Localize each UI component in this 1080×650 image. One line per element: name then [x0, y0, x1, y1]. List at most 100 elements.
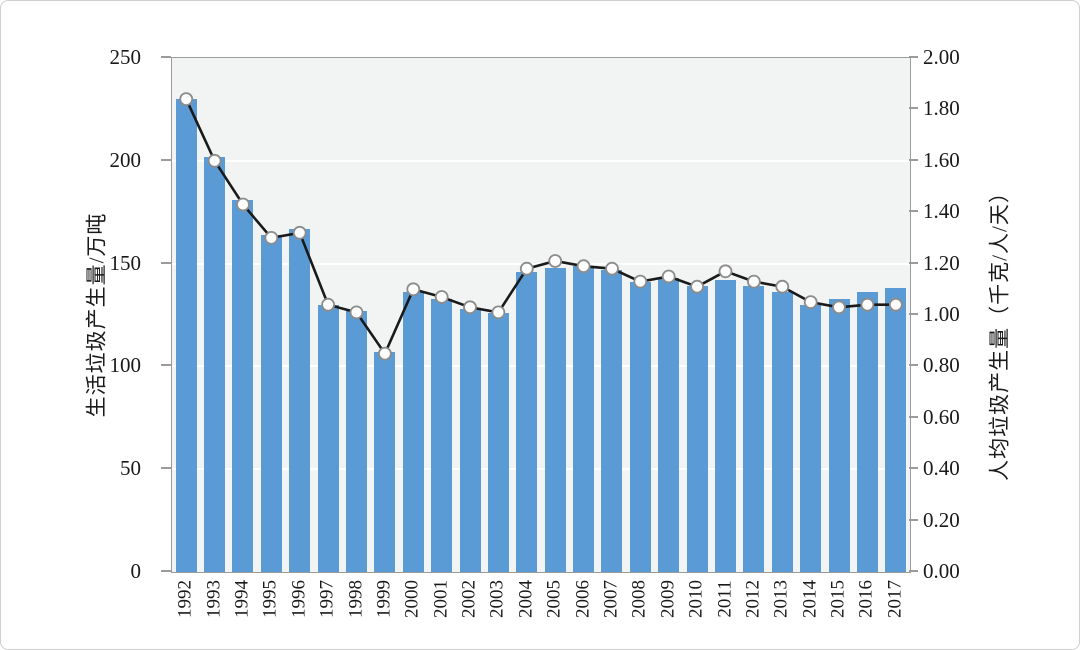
x-tick-label-1993: 1993: [203, 580, 225, 618]
right-tick-label-1.60: 1.60: [923, 147, 960, 172]
left-tick-mark-250: [161, 56, 171, 58]
marker-2006: [576, 259, 591, 274]
bar-2003: [487, 312, 509, 572]
right-tick-mark-2.00: [909, 56, 918, 58]
bar-2013: [771, 292, 793, 572]
bar-2014: [800, 304, 822, 572]
marker-2015: [832, 300, 846, 315]
left-tick-label-50: 50: [120, 456, 141, 481]
marker-1992: [179, 92, 194, 106]
x-tick-label-1997: 1997: [316, 580, 338, 618]
x-tick-label-2003: 2003: [486, 580, 508, 618]
x-tick-label-1992: 1992: [174, 580, 196, 618]
marker-2003: [491, 305, 506, 320]
left-tick-label-100: 100: [109, 353, 142, 378]
bar-2002: [459, 308, 481, 572]
left-tick-label-0: 0: [130, 559, 142, 583]
marker-2010: [690, 279, 704, 294]
left-tick-mark-50: [161, 467, 171, 470]
gridline-100: [172, 365, 910, 368]
x-tick-label-1998: 1998: [345, 580, 366, 618]
plot-area: [171, 57, 911, 573]
gridline-50: [172, 468, 910, 471]
x-tick-label-1995: 1995: [259, 580, 281, 618]
right-tick-mark-0.80: [909, 364, 918, 367]
left-tick-label-250: 250: [109, 45, 142, 69]
marker-2013: [775, 279, 790, 294]
bar-2006: [573, 265, 595, 572]
line-path: [185, 98, 896, 357]
marker-2011: [718, 264, 733, 279]
right-tick-label-0.00: 0.00: [923, 559, 960, 583]
marker-1995: [264, 230, 279, 245]
x-tick-label-2004: 2004: [515, 580, 537, 618]
right-tick-label-1.20: 1.20: [923, 250, 960, 275]
marker-2008: [633, 274, 648, 289]
right-tick-label-0.40: 0.40: [923, 456, 960, 481]
bar-2011: [715, 280, 736, 572]
right-tick-label-1.80: 1.80: [923, 96, 960, 121]
bar-2007: [601, 269, 623, 572]
right-tick-label-0.80: 0.80: [923, 353, 960, 378]
x-tick-label-2014: 2014: [799, 580, 821, 618]
bar-2001: [431, 298, 453, 572]
x-tick-label-2011: 2011: [714, 580, 735, 618]
bar-1995: [260, 234, 282, 572]
marker-2017: [888, 297, 903, 312]
x-tick-label-2000: 2000: [401, 580, 423, 618]
bar-1998: [346, 310, 367, 572]
x-tick-label-1999: 1999: [373, 580, 395, 618]
x-tick-label-2001: 2001: [430, 580, 452, 618]
bar-1997: [317, 304, 339, 572]
marker-2000: [406, 282, 421, 297]
marker-2005: [548, 254, 563, 268]
right-tick-label-1.40: 1.40: [923, 199, 960, 224]
right-tick-mark-0.60: [909, 415, 918, 418]
marker-2001: [434, 290, 449, 304]
bar-1996: [289, 228, 311, 572]
bar-1994: [232, 199, 254, 572]
right-tick-mark-0.40: [909, 467, 918, 470]
bar-2016: [856, 292, 878, 572]
x-tick-label-2012: 2012: [742, 580, 764, 618]
bar-2009: [658, 277, 680, 572]
right-tick-mark-1.20: [909, 261, 918, 264]
bar-2012: [743, 286, 765, 572]
marker-2007: [605, 261, 619, 276]
right-tick-label-0.60: 0.60: [923, 404, 960, 429]
marker-1994: [236, 197, 250, 212]
x-tick-label-2010: 2010: [685, 580, 707, 618]
right-tick-mark-1.80: [909, 107, 918, 110]
marker-2004: [519, 261, 534, 276]
x-tick-label-2006: 2006: [572, 580, 594, 618]
right-tick-mark-0.20: [909, 518, 918, 521]
bar-2004: [516, 271, 538, 572]
left-tick-mark-0: [161, 570, 171, 572]
marker-1993: [207, 153, 222, 168]
bar-2005: [544, 267, 566, 572]
right-axis-title: 人均垃圾产生量（千克/人/天）: [987, 181, 1012, 481]
right-tick-mark-0.00: [909, 570, 918, 572]
left-tick-mark-200: [161, 158, 171, 161]
left-tick-mark-100: [161, 364, 171, 367]
right-tick-label-2.00: 2.00: [923, 45, 960, 69]
left-tick-mark-150: [161, 261, 171, 264]
x-tick-label-2005: 2005: [543, 580, 565, 618]
x-tick-label-2013: 2013: [770, 580, 792, 618]
bar-2015: [828, 298, 850, 572]
x-tick-label-2009: 2009: [657, 580, 679, 618]
right-tick-mark-1.00: [909, 313, 918, 315]
marker-2016: [860, 297, 875, 312]
left-tick-label-200: 200: [109, 147, 142, 172]
right-tick-label-0.20: 0.20: [923, 507, 960, 532]
x-tick-label-2007: 2007: [600, 580, 622, 618]
marker-1997: [321, 297, 336, 312]
bar-1999: [374, 352, 396, 572]
x-tick-label-1996: 1996: [288, 580, 310, 618]
x-tick-label-2017: 2017: [884, 580, 906, 618]
right-tick-mark-1.40: [909, 210, 918, 213]
x-tick-label-2016: 2016: [855, 580, 877, 618]
line-series: [179, 92, 903, 361]
right-tick-label-1.00: 1.00: [923, 302, 960, 326]
left-tick-label-150: 150: [109, 250, 142, 275]
